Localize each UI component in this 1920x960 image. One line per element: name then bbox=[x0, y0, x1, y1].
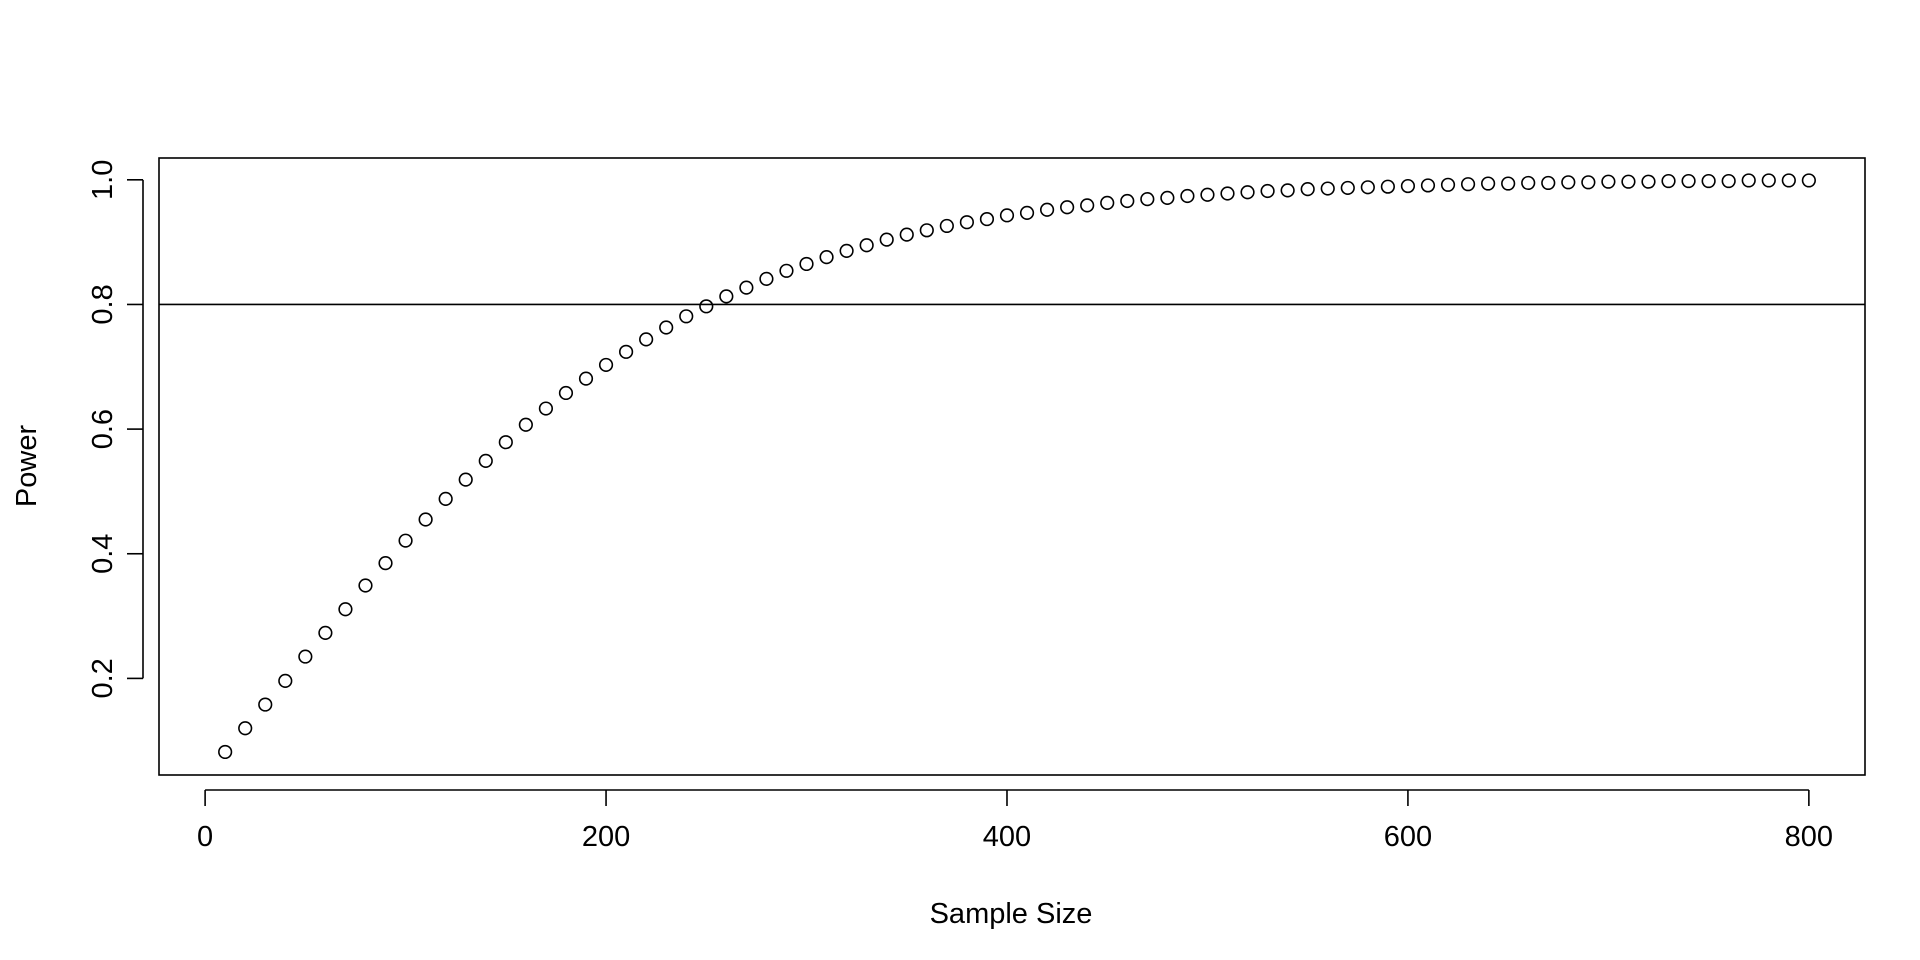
data-point bbox=[1180, 188, 1195, 204]
data-point bbox=[959, 215, 974, 230]
data-point bbox=[1601, 174, 1616, 189]
data-point bbox=[779, 263, 794, 278]
y-axis: 0.2 0.4 0.6 0.8 1.0 bbox=[87, 160, 144, 699]
data-point bbox=[639, 332, 654, 347]
data-point bbox=[879, 232, 894, 247]
data-point bbox=[278, 673, 293, 688]
data-point bbox=[558, 385, 574, 401]
data-point bbox=[398, 533, 413, 548]
data-point bbox=[1080, 198, 1095, 213]
data-point bbox=[1300, 182, 1315, 197]
data-point bbox=[1481, 176, 1496, 191]
data-point bbox=[719, 289, 734, 304]
data-point bbox=[939, 218, 954, 234]
data-point bbox=[1661, 173, 1676, 189]
data-point bbox=[1280, 183, 1295, 198]
data-point bbox=[1781, 173, 1796, 188]
data-point bbox=[238, 721, 253, 736]
data-point bbox=[1701, 173, 1716, 189]
data-point bbox=[739, 280, 754, 295]
y-tick-label: 0.8 bbox=[87, 284, 119, 324]
data-point bbox=[839, 243, 854, 258]
data-point bbox=[1039, 202, 1055, 217]
data-point bbox=[859, 238, 874, 253]
data-point bbox=[1621, 174, 1636, 189]
data-point bbox=[1681, 173, 1696, 189]
x-axis-label: Sample Size bbox=[930, 898, 1093, 930]
data-point bbox=[478, 453, 493, 468]
data-point bbox=[1360, 180, 1375, 195]
data-point bbox=[1220, 186, 1235, 201]
y-tick-label: 1.0 bbox=[87, 160, 119, 200]
x-tick-label: 200 bbox=[582, 821, 630, 853]
data-point bbox=[1541, 175, 1556, 191]
data-point bbox=[1200, 187, 1215, 202]
data-point bbox=[578, 371, 594, 386]
data-point bbox=[418, 512, 433, 527]
data-point bbox=[1761, 173, 1776, 188]
y-tick-label: 0.6 bbox=[87, 409, 119, 449]
data-point bbox=[999, 208, 1015, 223]
data-points bbox=[218, 173, 1816, 760]
y-tick-label: 0.4 bbox=[87, 534, 119, 574]
data-point bbox=[598, 357, 614, 373]
data-point bbox=[298, 649, 313, 664]
x-tick-label: 600 bbox=[1384, 821, 1432, 853]
data-point bbox=[338, 602, 353, 617]
data-point bbox=[919, 223, 934, 238]
data-point bbox=[1060, 200, 1075, 215]
data-point bbox=[438, 491, 453, 507]
data-point bbox=[1721, 173, 1736, 189]
data-point bbox=[218, 744, 233, 760]
data-point bbox=[1380, 179, 1395, 194]
data-point bbox=[1120, 193, 1135, 209]
data-point bbox=[1100, 195, 1115, 210]
data-point bbox=[1440, 177, 1456, 192]
data-point bbox=[1420, 178, 1436, 193]
data-point bbox=[1340, 180, 1355, 196]
data-point bbox=[679, 309, 694, 324]
data-point bbox=[318, 625, 333, 641]
data-point bbox=[498, 435, 513, 450]
data-point bbox=[979, 211, 995, 227]
data-point bbox=[1581, 175, 1596, 190]
data-point bbox=[799, 256, 814, 272]
x-tick-label: 400 bbox=[983, 821, 1031, 853]
x-tick-label: 800 bbox=[1785, 821, 1833, 853]
data-point bbox=[1641, 174, 1656, 189]
data-point bbox=[1801, 173, 1816, 188]
data-point bbox=[699, 299, 714, 314]
data-point bbox=[1160, 190, 1175, 205]
data-point bbox=[1019, 205, 1035, 220]
y-tick-label: 0.2 bbox=[87, 658, 119, 698]
y-axis-label: Power bbox=[11, 425, 43, 508]
data-point bbox=[518, 417, 533, 432]
data-point bbox=[659, 320, 674, 335]
data-point bbox=[759, 271, 774, 287]
data-point bbox=[1460, 177, 1476, 192]
data-point bbox=[1260, 183, 1275, 199]
data-point bbox=[1240, 185, 1255, 200]
data-point bbox=[1140, 192, 1155, 207]
x-tick-label: 0 bbox=[197, 821, 213, 853]
data-point bbox=[899, 227, 914, 242]
data-point bbox=[358, 578, 373, 593]
data-point bbox=[618, 344, 634, 359]
data-point bbox=[1561, 175, 1576, 190]
data-point bbox=[1741, 173, 1756, 188]
data-point bbox=[1501, 176, 1516, 191]
plot-frame bbox=[158, 157, 1866, 776]
data-point bbox=[1320, 181, 1335, 196]
data-point bbox=[378, 556, 393, 571]
data-point bbox=[819, 249, 834, 265]
data-point bbox=[458, 472, 473, 487]
x-axis: 0 200 400 600 800 bbox=[197, 789, 1833, 853]
data-point bbox=[1400, 178, 1416, 194]
data-point bbox=[258, 697, 273, 712]
data-point bbox=[1521, 175, 1536, 191]
data-point bbox=[538, 401, 554, 416]
